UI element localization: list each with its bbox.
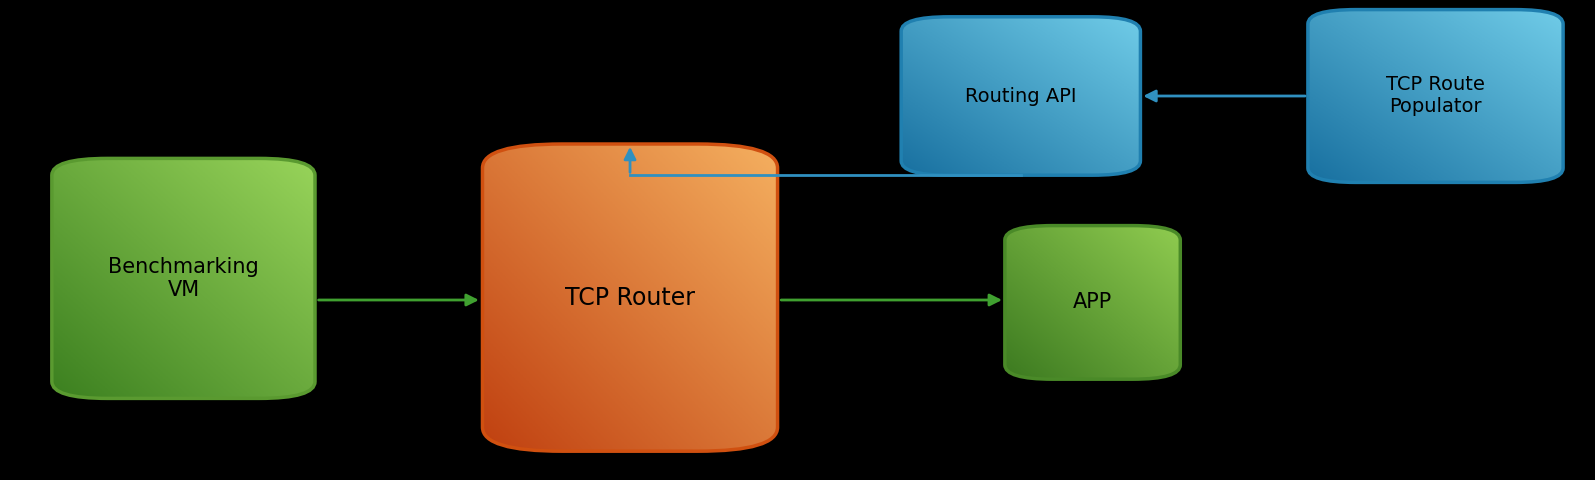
Text: Benchmarking
VM: Benchmarking VM: [108, 257, 258, 300]
Text: APP: APP: [1073, 292, 1112, 312]
Text: Routing API: Routing API: [965, 86, 1077, 106]
Text: TCP Router: TCP Router: [565, 286, 695, 310]
Text: TCP Route
Populator: TCP Route Populator: [1386, 75, 1485, 117]
